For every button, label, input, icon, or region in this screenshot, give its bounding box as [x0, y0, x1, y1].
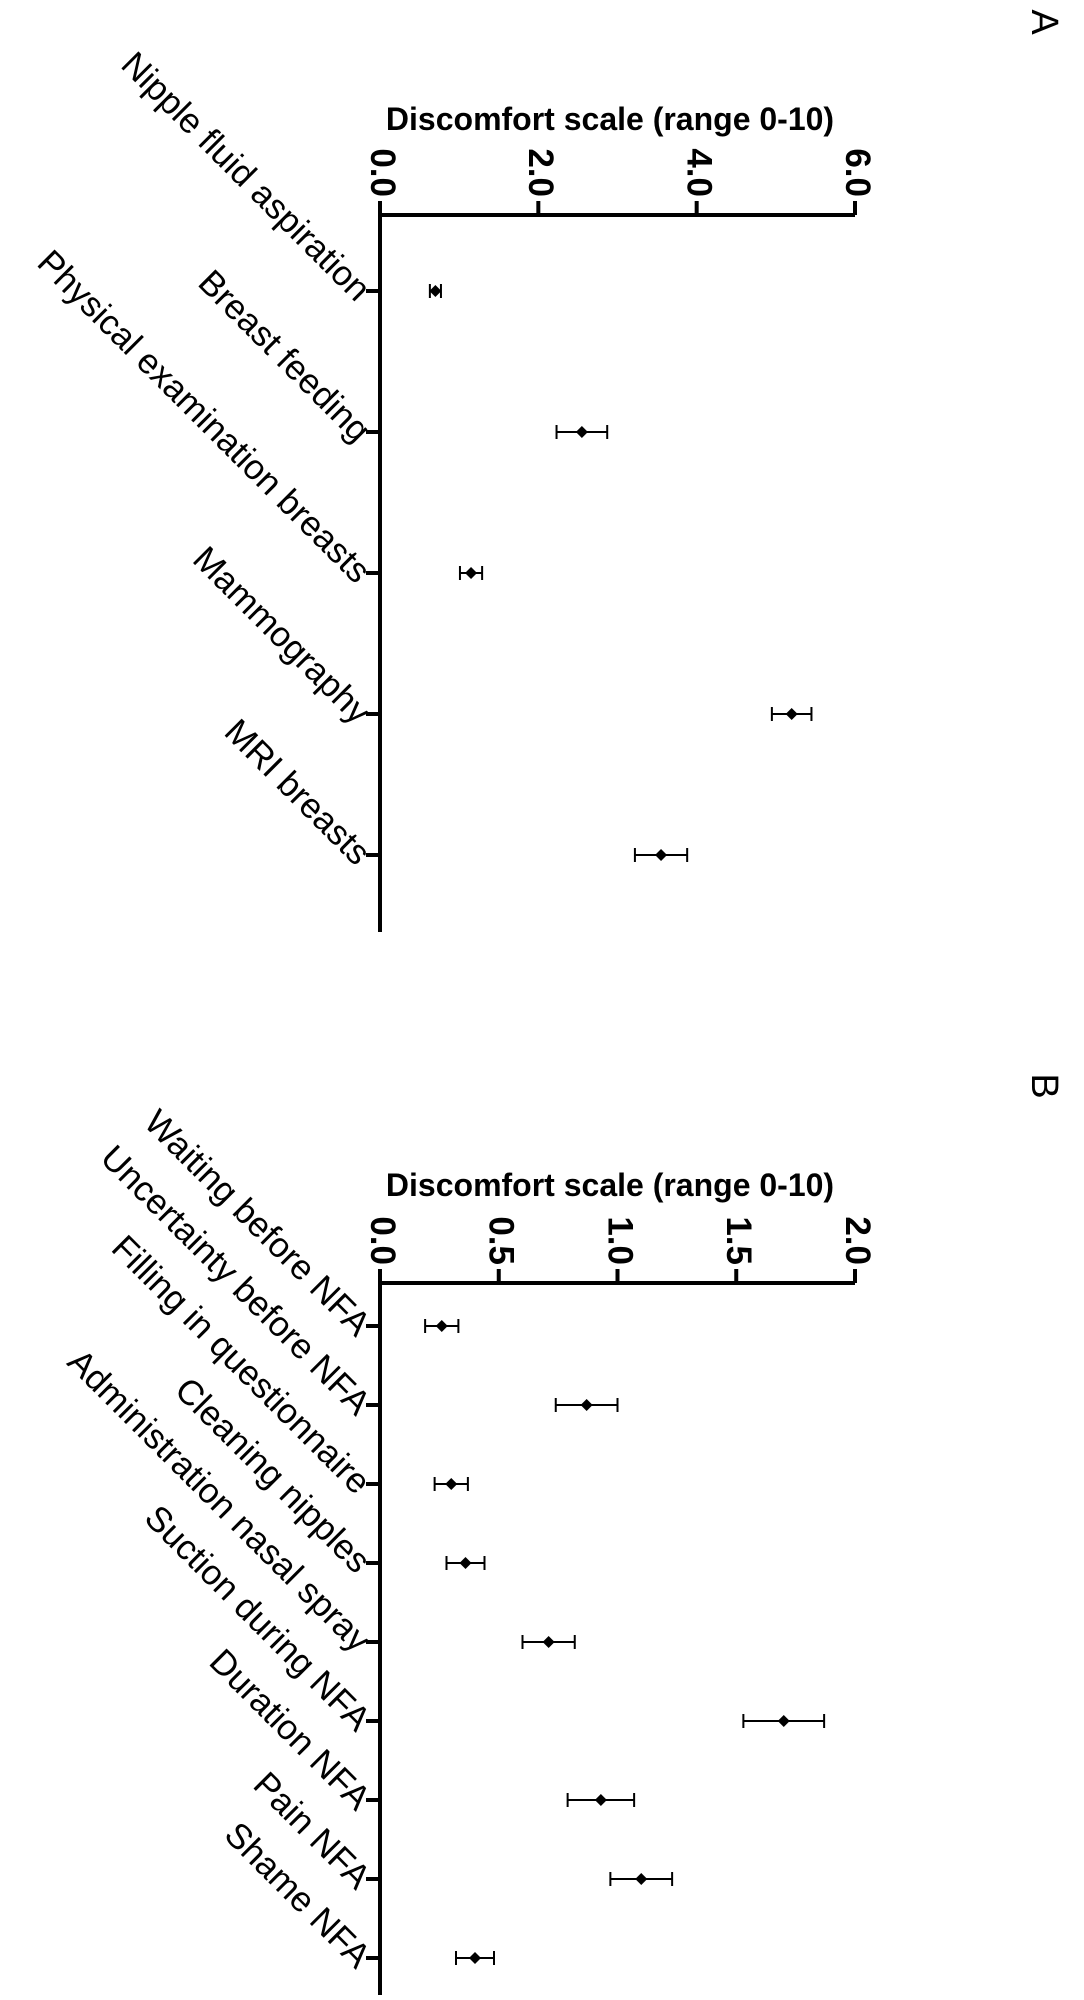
data-point-group	[554, 1398, 619, 1412]
panel-b-letter: B	[1023, 1073, 1065, 1098]
tick-label: 1.5	[719, 1216, 758, 1265]
data-point-group	[455, 1951, 495, 1965]
mean-marker	[777, 1715, 790, 1727]
mean-marker	[575, 426, 588, 438]
panel-a-letter: A	[1023, 9, 1065, 35]
data-point-group	[428, 284, 442, 298]
data-point-group	[770, 707, 813, 721]
panel-a-axis-title: Discomfort scale (range 0-10)	[386, 101, 834, 137]
data-point-group	[445, 1556, 486, 1570]
tick-label: 1.0	[600, 1216, 639, 1265]
data-point-group	[633, 848, 689, 862]
tick-label: 4.0	[679, 148, 718, 197]
category-label: Nipple fluid aspiration	[114, 44, 378, 308]
mean-marker	[655, 849, 668, 861]
data-point-group	[566, 1793, 636, 1807]
panel-b: B Discomfort scale (range 0-10) 0.0 0.5 1.…	[60, 1073, 1065, 1995]
mean-marker	[429, 285, 442, 297]
mean-marker	[459, 1557, 472, 1569]
mean-marker	[580, 1399, 593, 1411]
tick-label: 0.0	[363, 148, 402, 197]
data-point-group	[555, 425, 609, 439]
mean-marker	[445, 1478, 458, 1490]
data-point-group	[609, 1872, 674, 1886]
mean-marker	[785, 708, 798, 720]
tick-label: 6.0	[838, 148, 877, 197]
panel-a: A Discomfort scale (range 0-10) 0.0 2.0 4.…	[30, 9, 1065, 932]
data-point-group	[742, 1714, 826, 1728]
mean-marker	[469, 1952, 481, 1964]
data-point-group	[458, 566, 484, 580]
category-label: MRI breasts	[217, 712, 378, 873]
mean-marker	[542, 1636, 555, 1648]
mean-marker	[594, 1794, 607, 1806]
mean-marker	[465, 567, 478, 579]
mean-marker	[635, 1873, 648, 1885]
tick-label: 2.0	[521, 148, 560, 197]
tick-label: 2.0	[838, 1216, 877, 1265]
tick-label: 0.0	[363, 1216, 402, 1265]
data-point-group	[424, 1319, 460, 1333]
mean-marker	[435, 1320, 448, 1332]
panel-b-axis-title: Discomfort scale (range 0-10)	[386, 1167, 834, 1203]
data-point-group	[521, 1635, 576, 1649]
data-point-group	[433, 1477, 469, 1491]
tick-label: 0.5	[482, 1216, 521, 1265]
